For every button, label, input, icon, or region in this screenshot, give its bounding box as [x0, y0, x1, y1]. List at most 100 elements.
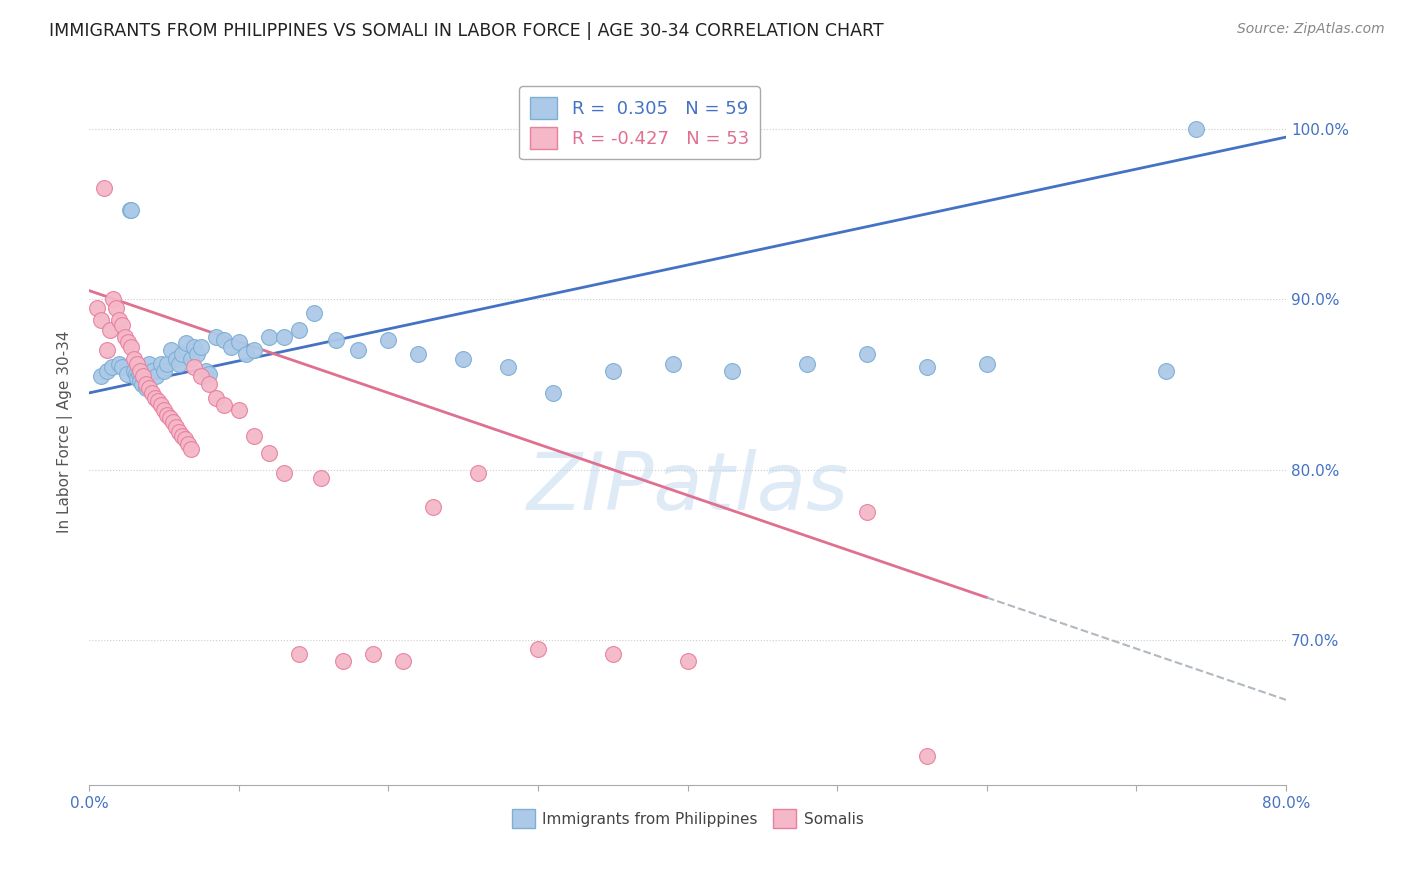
- Point: [149, 357, 172, 371]
- Point: [170, 347, 193, 361]
- Text: Source: ZipAtlas.com: Source: ZipAtlas.com: [1237, 22, 1385, 37]
- Point: [162, 415, 184, 429]
- Point: [183, 360, 205, 375]
- Point: [406, 347, 429, 361]
- Point: [156, 357, 179, 371]
- Point: [111, 360, 134, 375]
- Text: IMMIGRANTS FROM PHILIPPINES VS SOMALI IN LABOR FORCE | AGE 30-34 CORRELATION CHA: IMMIGRANTS FROM PHILIPPINES VS SOMALI IN…: [49, 22, 884, 40]
- Y-axis label: In Labor Force | Age 30-34: In Labor Force | Age 30-34: [58, 330, 73, 533]
- Point: [111, 318, 134, 332]
- Point: [167, 425, 190, 439]
- Legend: Immigrants from Philippines, Somalis: Immigrants from Philippines, Somalis: [506, 803, 869, 834]
- Point: [602, 364, 624, 378]
- Point: [287, 323, 309, 337]
- Point: [153, 403, 176, 417]
- Point: [86, 301, 108, 315]
- Point: [183, 340, 205, 354]
- Point: [325, 333, 347, 347]
- Point: [129, 374, 152, 388]
- Point: [496, 360, 519, 375]
- Point: [721, 364, 744, 378]
- Point: [96, 364, 118, 378]
- Point: [135, 377, 157, 392]
- Point: [153, 364, 176, 378]
- Point: [146, 394, 169, 409]
- Point: [145, 368, 167, 383]
- Point: [676, 654, 699, 668]
- Point: [138, 381, 160, 395]
- Point: [309, 471, 332, 485]
- Point: [120, 203, 142, 218]
- Point: [131, 377, 153, 392]
- Point: [205, 329, 228, 343]
- Point: [1156, 364, 1178, 378]
- Point: [138, 357, 160, 371]
- Point: [347, 343, 370, 358]
- Point: [120, 340, 142, 354]
- Point: [602, 647, 624, 661]
- Point: [141, 364, 163, 378]
- Point: [141, 385, 163, 400]
- Point: [143, 391, 166, 405]
- Point: [377, 333, 399, 347]
- Point: [273, 329, 295, 343]
- Point: [101, 292, 124, 306]
- Point: [422, 500, 444, 515]
- Point: [205, 391, 228, 405]
- Point: [160, 343, 183, 358]
- Point: [125, 370, 148, 384]
- Point: [165, 351, 187, 366]
- Point: [257, 329, 280, 343]
- Point: [132, 368, 155, 383]
- Point: [108, 312, 131, 326]
- Point: [135, 381, 157, 395]
- Point: [219, 340, 242, 354]
- Point: [180, 442, 202, 457]
- Point: [332, 654, 354, 668]
- Point: [287, 647, 309, 661]
- Point: [467, 466, 489, 480]
- Point: [90, 368, 112, 383]
- Point: [273, 466, 295, 480]
- Point: [190, 340, 212, 354]
- Point: [915, 360, 938, 375]
- Point: [100, 360, 122, 375]
- Point: [212, 398, 235, 412]
- Point: [242, 428, 264, 442]
- Point: [98, 323, 121, 337]
- Point: [177, 437, 200, 451]
- Point: [661, 357, 683, 371]
- Point: [174, 432, 197, 446]
- Point: [856, 347, 879, 361]
- Point: [228, 334, 250, 349]
- Point: [122, 351, 145, 366]
- Point: [105, 301, 128, 315]
- Point: [915, 749, 938, 764]
- Point: [128, 367, 150, 381]
- Point: [149, 398, 172, 412]
- Point: [159, 411, 181, 425]
- Point: [527, 641, 550, 656]
- Point: [118, 203, 141, 218]
- Point: [392, 654, 415, 668]
- Point: [186, 347, 208, 361]
- Point: [176, 336, 198, 351]
- Point: [194, 364, 217, 378]
- Point: [856, 505, 879, 519]
- Point: [108, 357, 131, 371]
- Point: [115, 367, 138, 381]
- Point: [363, 647, 385, 661]
- Point: [167, 357, 190, 371]
- Point: [125, 357, 148, 371]
- Point: [117, 334, 139, 349]
- Point: [96, 343, 118, 358]
- Point: [451, 351, 474, 366]
- Point: [228, 403, 250, 417]
- Point: [122, 364, 145, 378]
- Point: [129, 364, 152, 378]
- Point: [796, 357, 818, 371]
- Point: [976, 357, 998, 371]
- Point: [302, 306, 325, 320]
- Point: [114, 329, 136, 343]
- Point: [165, 420, 187, 434]
